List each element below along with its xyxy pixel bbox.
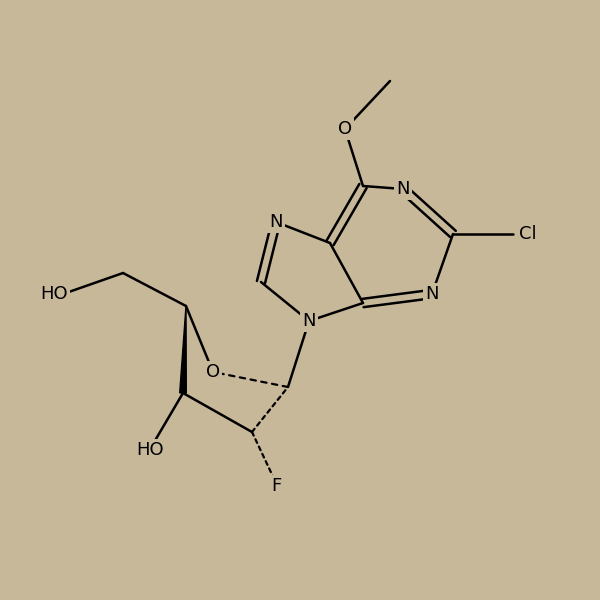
Text: N: N (397, 180, 410, 198)
Text: HO: HO (136, 441, 164, 459)
Text: N: N (302, 312, 316, 330)
Text: O: O (338, 120, 352, 138)
Text: HO: HO (40, 285, 68, 303)
Text: N: N (425, 285, 439, 303)
Text: N: N (269, 213, 283, 231)
Polygon shape (180, 306, 186, 393)
Text: F: F (271, 477, 281, 495)
Text: O: O (206, 363, 220, 381)
Text: Cl: Cl (519, 225, 537, 243)
